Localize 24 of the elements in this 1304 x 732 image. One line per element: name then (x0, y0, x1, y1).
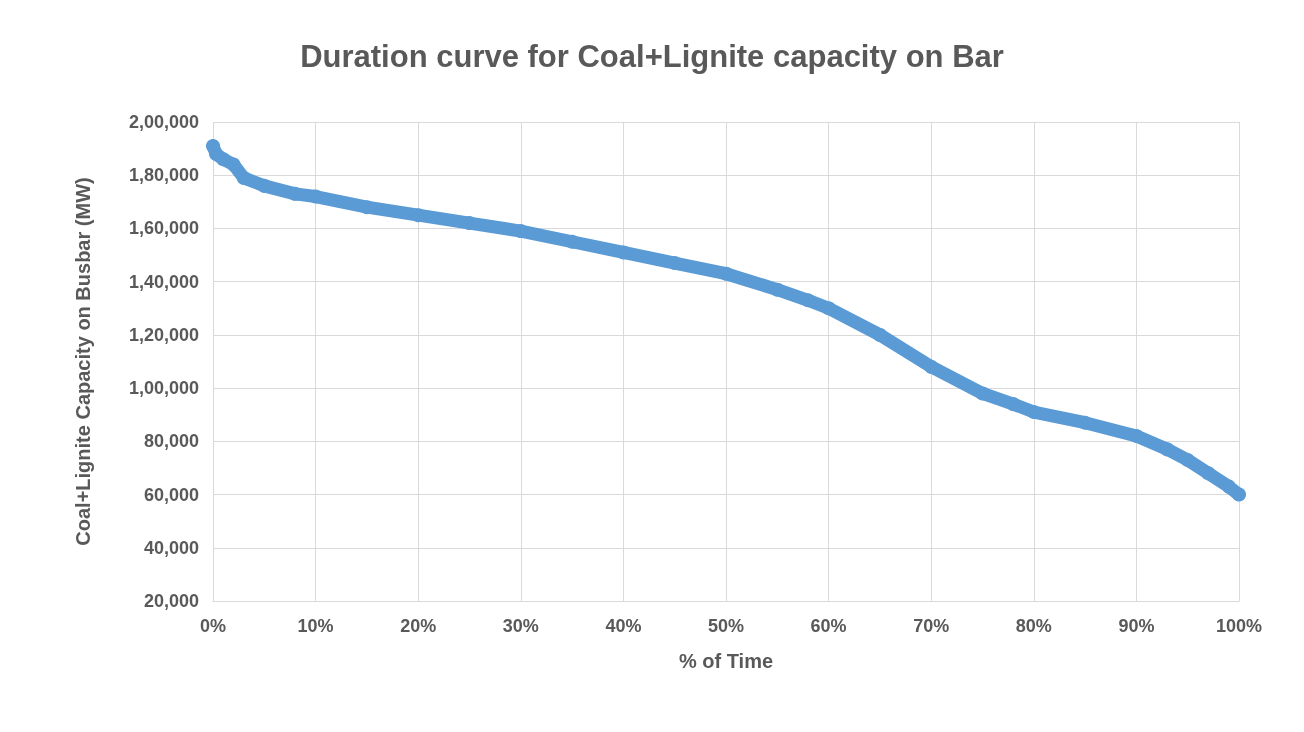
y-tick-label: 1,80,000 (128, 165, 199, 186)
y-tick-label: 1,40,000 (128, 271, 199, 292)
y-tick-label: 40,000 (143, 537, 199, 558)
y-axis-title: Coal+Lignite Capacity on Busbar (MW) (72, 177, 94, 546)
chart-title: Duration curve for Coal+Lignite capacity on Bar (300, 39, 1004, 74)
y-tick-label: 1,00,000 (128, 378, 199, 399)
x-tick-label: 70% (913, 616, 950, 636)
x-tick-label: 10% (297, 616, 334, 636)
y-tick-label: 80,000 (143, 431, 199, 452)
x-tick-label: 20% (400, 616, 437, 636)
y-tick-label: 1,60,000 (128, 218, 199, 239)
x-tick-label: 90% (1118, 616, 1155, 636)
y-tick-label: 2,00,000 (128, 112, 199, 132)
y-tick-label: 20,000 (143, 591, 199, 611)
y-tick-label: 60,000 (143, 484, 199, 505)
x-tick-label: 60% (810, 616, 847, 636)
x-tick-label: 100% (1215, 616, 1263, 636)
x-tick-label: 0% (199, 616, 227, 636)
x-axis-title: % of Time (678, 650, 774, 672)
y-tick-label: 1,20,000 (128, 324, 199, 345)
x-tick-label: 40% (605, 616, 642, 636)
x-tick-label: 50% (707, 616, 745, 636)
x-tick-label: 30% (502, 616, 539, 636)
x-tick-label: 80% (1015, 616, 1052, 636)
